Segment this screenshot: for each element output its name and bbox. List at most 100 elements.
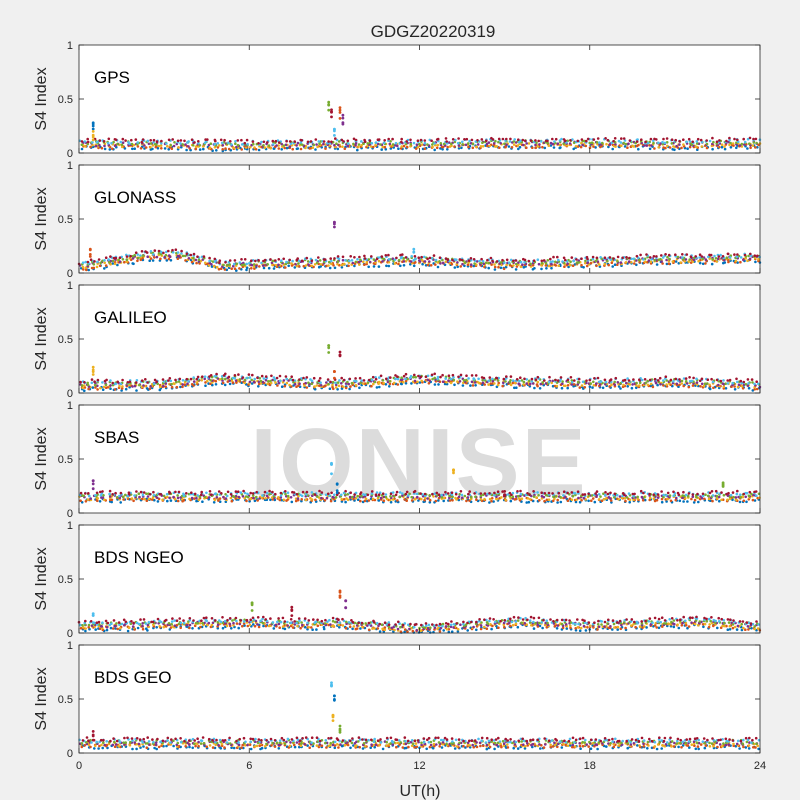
data-point (173, 497, 177, 501)
data-point (100, 146, 104, 150)
data-point (538, 143, 541, 146)
data-point (303, 384, 306, 387)
data-point (277, 258, 281, 261)
data-point (523, 258, 527, 262)
data-point (405, 145, 409, 149)
data-point (379, 143, 382, 146)
data-point (755, 380, 758, 384)
data-point (304, 493, 308, 496)
data-point (508, 491, 512, 495)
data-point (472, 258, 476, 261)
data-point (91, 141, 94, 144)
panel-label: GLONASS (94, 188, 176, 207)
data-point (112, 256, 116, 260)
data-point (480, 261, 483, 265)
data-point (160, 139, 163, 143)
data-point (580, 138, 584, 141)
data-point (172, 144, 176, 148)
data-point (367, 499, 371, 502)
data-point (757, 259, 760, 263)
data-point (130, 142, 134, 146)
data-point (409, 138, 412, 142)
data-point (518, 379, 521, 383)
data-point (243, 258, 247, 261)
data-point (638, 381, 642, 385)
data-point (98, 143, 101, 147)
data-point (648, 144, 651, 147)
data-point (83, 140, 87, 143)
data-point (665, 379, 668, 382)
data-point (513, 381, 517, 385)
data-point (741, 495, 745, 499)
data-point (90, 378, 94, 381)
data-point (648, 496, 652, 500)
data-point (701, 262, 705, 266)
data-point (390, 626, 394, 630)
data-point (277, 141, 281, 144)
data-point (597, 625, 601, 629)
data-point (505, 143, 508, 146)
data-point (706, 378, 710, 382)
data-point (305, 256, 309, 260)
data-point (181, 254, 185, 258)
data-point (167, 249, 170, 253)
data-point (314, 498, 317, 502)
data-point (450, 144, 453, 148)
data-point (363, 257, 367, 260)
data-point (657, 141, 660, 145)
data-point (217, 499, 220, 502)
data-point (531, 264, 535, 267)
data-point (83, 386, 87, 389)
data-point (636, 495, 639, 499)
spike-point (91, 135, 95, 139)
spike-point (503, 490, 506, 493)
data-point (667, 253, 671, 257)
data-point (529, 382, 532, 386)
data-point (531, 499, 535, 503)
data-point (580, 257, 583, 261)
data-point (475, 260, 479, 263)
data-point (242, 489, 245, 493)
data-point (396, 144, 399, 148)
data-point (728, 628, 732, 631)
data-point (546, 141, 549, 145)
data-point (141, 627, 145, 631)
data-point (300, 259, 304, 263)
data-point (729, 493, 733, 497)
data-point (217, 144, 221, 147)
data-point (635, 381, 638, 385)
data-point (296, 257, 300, 260)
data-point (145, 499, 149, 503)
data-point (731, 491, 735, 494)
data-point (512, 259, 515, 263)
data-point (725, 139, 728, 143)
data-point (570, 491, 574, 494)
data-point (361, 625, 364, 628)
data-point (405, 140, 409, 143)
data-point (554, 378, 557, 382)
data-point (119, 140, 123, 144)
data-point (85, 268, 88, 272)
data-point (556, 142, 560, 145)
data-point (447, 379, 450, 383)
data-point (104, 256, 108, 260)
data-point (358, 376, 362, 380)
data-point (166, 495, 169, 499)
data-point (732, 495, 735, 499)
data-point (656, 496, 660, 499)
data-point (394, 493, 398, 497)
data-point (225, 494, 229, 498)
data-point (475, 145, 478, 148)
data-point (124, 139, 127, 142)
spike-point (330, 108, 333, 112)
data-point (538, 624, 542, 628)
data-point (353, 264, 356, 268)
data-point (495, 497, 499, 501)
data-point (497, 140, 500, 144)
data-point (397, 262, 400, 266)
data-point (389, 498, 392, 502)
data-point (192, 380, 196, 383)
data-point (166, 499, 169, 503)
data-point (448, 494, 451, 498)
data-point (420, 255, 424, 259)
